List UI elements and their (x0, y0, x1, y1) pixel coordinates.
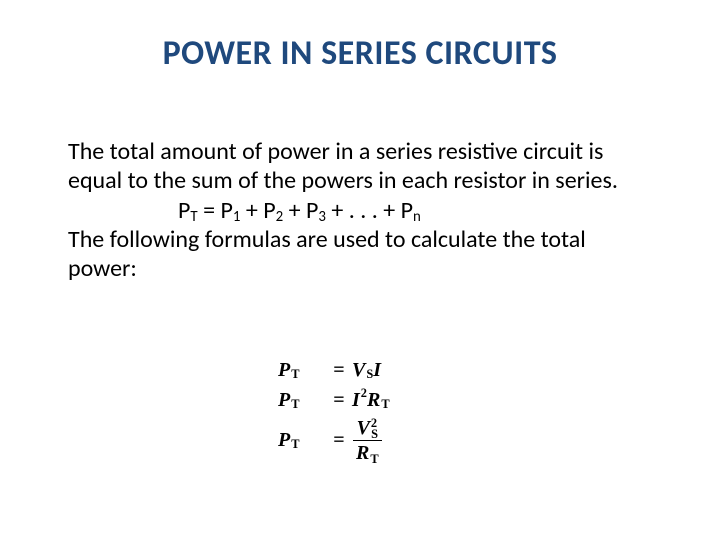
eq3-num-v: V (357, 417, 370, 439)
equation-row-3: PT = V2S RT (278, 418, 390, 462)
equation-block: PT = VSI PT = I2RT PT = V2 (278, 358, 390, 462)
eq1-v: V (352, 360, 365, 380)
slide-body: The total amount of power in a series re… (68, 137, 660, 283)
paragraph-1: The total amount of power in a series re… (68, 137, 660, 196)
sum-tn-sub: n (413, 207, 421, 225)
slide-title: POWER IN SERIES CIRCUITS (0, 33, 720, 74)
sum-formula: PT = P1 + P2 + P3 + . . . + Pn (68, 196, 660, 225)
eq1-lhs-base: P (278, 360, 290, 380)
eq3-lhs: PT (278, 430, 326, 450)
sum-eq: = (198, 196, 221, 225)
sum-plus1: + (240, 196, 263, 225)
eq3-num-sub: S (371, 427, 378, 441)
eq3-equals: = (326, 430, 352, 450)
eq1-i: I (373, 360, 381, 380)
equation-row-2: PT = I2RT (278, 388, 390, 412)
eq2-lhs-sub: T (291, 398, 299, 410)
sum-lhs-base: P (178, 196, 190, 225)
sum-plus3: + . . . + (326, 196, 401, 225)
sum-plus2: + (283, 196, 306, 225)
eq2-rhs: I2RT (352, 390, 390, 410)
slide: POWER IN SERIES CIRCUITS The total amoun… (0, 0, 720, 540)
eq1-lhs: PT (278, 360, 326, 380)
eq1-equals: = (326, 360, 352, 380)
eq3-den-r: R (356, 442, 369, 464)
eq2-i: I (352, 390, 360, 410)
sum-t2-sub: 2 (276, 207, 284, 225)
eq2-i-sup: 2 (361, 387, 367, 399)
eq3-numerator: V2S (353, 418, 382, 441)
eq2-equals: = (326, 390, 352, 410)
eq3-rhs: V2S RT (352, 418, 383, 463)
sum-t3-base: P (306, 196, 318, 225)
sum-t1-sub: 1 (233, 207, 241, 225)
sum-t3-sub: 3 (318, 207, 326, 225)
sum-t2-base: P (263, 196, 275, 225)
eq2-r-sub: T (381, 398, 389, 410)
eq3-fraction: V2S RT (352, 418, 383, 463)
eq3-lhs-sub: T (291, 438, 299, 450)
equation-row-1: PT = VSI (278, 358, 390, 382)
eq3-denominator: RT (352, 441, 383, 463)
eq2-lhs-base: P (278, 390, 290, 410)
eq1-rhs: VSI (352, 360, 381, 380)
sum-lhs-sub: T (190, 207, 197, 225)
sum-tn-base: P (401, 196, 413, 225)
sum-t1-base: P (220, 196, 232, 225)
eq2-lhs: PT (278, 390, 326, 410)
paragraph-2: The following formulas are used to calcu… (68, 225, 660, 284)
eq3-lhs-base: P (278, 430, 290, 450)
eq1-lhs-sub: T (291, 368, 299, 380)
eq2-r: R (367, 390, 380, 410)
eq3-den-sub: T (370, 452, 378, 466)
eq1-v-sub: S (366, 368, 373, 380)
